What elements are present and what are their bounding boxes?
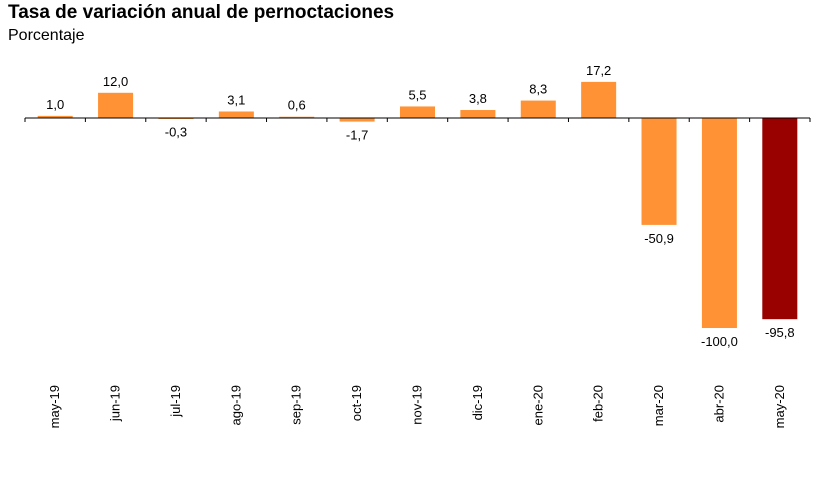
data-label-dic-19: 3,8 [469, 91, 487, 106]
x-tick-oct-19: oct-19 [349, 385, 364, 421]
x-tick-sep-19: sep-19 [289, 385, 304, 425]
bar-ago-19 [218, 111, 254, 118]
data-label-sep-19: 0,6 [288, 98, 306, 113]
data-label-oct-19: -1,7 [346, 128, 368, 143]
x-tick-mar-20: mar-20 [651, 385, 666, 426]
bar-feb-20 [581, 81, 617, 118]
x-tick-abr-20: abr-20 [711, 385, 726, 423]
data-label-jul-19: -0,3 [165, 125, 187, 140]
chart-title: Tasa de variación anual de pernoctacione… [8, 2, 395, 23]
data-label-jun-19: 12,0 [103, 74, 128, 89]
bar-abr-20 [701, 118, 737, 328]
x-tick-ago-19: ago-19 [228, 385, 243, 425]
data-label-ene-20: 8,3 [529, 82, 547, 97]
x-tick-jun-19: jun-19 [108, 385, 123, 422]
bar-sep-19 [279, 116, 315, 118]
data-label-may-20: -95,8 [765, 325, 795, 340]
x-tick-ene-20: ene-20 [530, 385, 545, 425]
data-label-ago-19: 3,1 [227, 92, 245, 107]
bar-mar-20 [641, 118, 677, 225]
bar-nov-19 [399, 106, 436, 118]
bar-dic-19 [460, 110, 496, 118]
data-label-may-19: 1,0 [46, 97, 64, 112]
x-tick-may-19: may-19 [47, 385, 62, 428]
x-tick-dic-19: dic-19 [470, 385, 485, 420]
bar-ene-20 [520, 100, 556, 118]
chart-subtitle: Porcentaje [8, 27, 85, 44]
bar-may-20 [762, 118, 798, 320]
data-label-nov-19: 5,5 [408, 87, 426, 102]
bar-may-19 [37, 115, 73, 118]
x-tick-may-20: may-20 [772, 385, 787, 428]
data-label-feb-20: 17,2 [586, 63, 611, 78]
data-label-abr-20: -100,0 [701, 334, 738, 349]
bar-jun-19 [98, 92, 134, 118]
x-tick-nov-19: nov-19 [410, 385, 425, 425]
x-tick-jul-19: jul-19 [168, 385, 183, 418]
data-label-mar-20: -50,9 [644, 231, 674, 246]
bar-oct-19 [339, 118, 375, 122]
x-tick-feb-20: feb-20 [591, 385, 606, 422]
